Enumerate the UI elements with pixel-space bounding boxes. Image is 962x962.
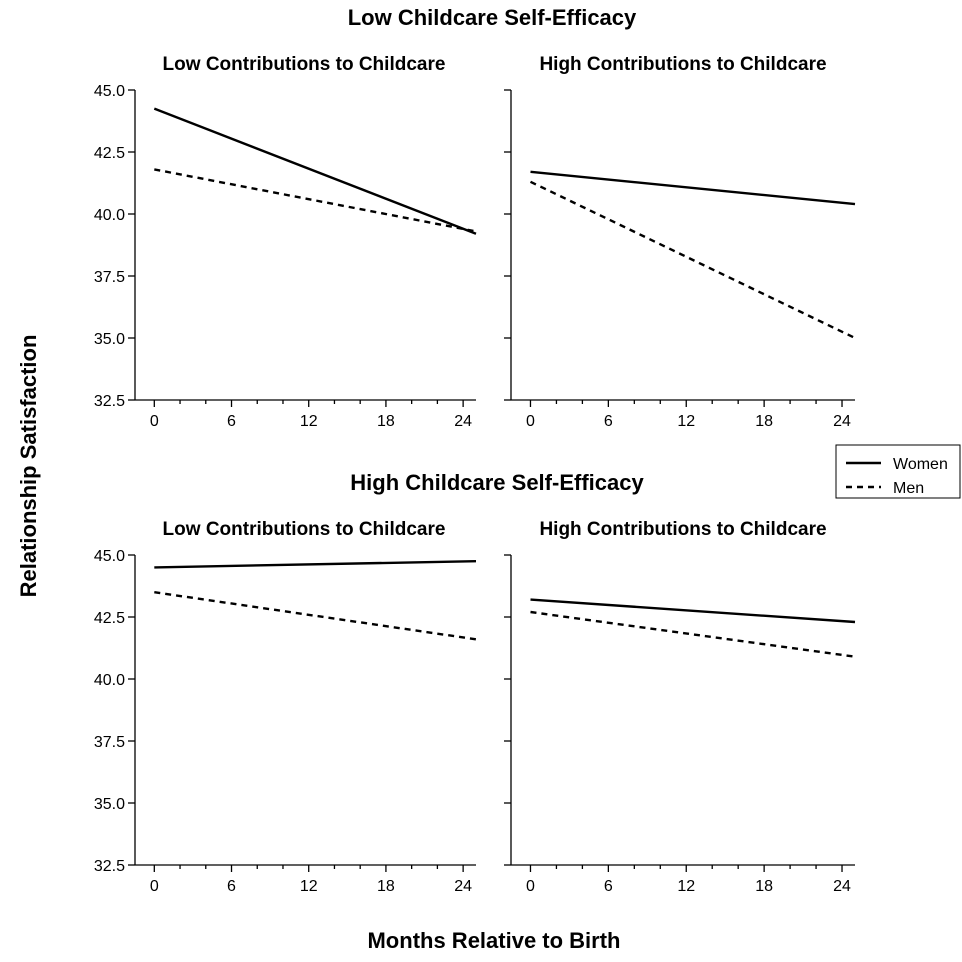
- x-tick-label: 12: [300, 878, 318, 895]
- x-tick-label: 24: [454, 878, 472, 895]
- x-tick-label: 6: [604, 878, 613, 895]
- y-tick-label: 32.5: [94, 393, 125, 410]
- y-tick-label: 35.0: [94, 331, 125, 348]
- panel-top-right: High Contributions to Childcare 0 6 12 18 24: [504, 54, 856, 430]
- series-line-women-top-left: [153, 107, 477, 235]
- x-tick-label: 12: [300, 413, 318, 430]
- x-tick-label: 0: [526, 413, 535, 430]
- row-title-top: Low Childcare Self-Efficacy: [348, 5, 637, 30]
- x-tick-label: 6: [227, 878, 236, 895]
- y-axis-title: Relationship Satisfaction: [16, 335, 41, 598]
- panel-title-top-right: High Contributions to Childcare: [539, 54, 826, 75]
- x-tick-label: 24: [454, 413, 472, 430]
- y-tick-label: 37.5: [94, 734, 125, 751]
- series-line-men-top-right: [529, 180, 856, 340]
- x-tick-label: 6: [604, 413, 613, 430]
- panel-top-left: Low Contributions to Childcare 32.5 35.0 37…: [94, 54, 477, 430]
- legend-label-men: Men: [893, 480, 924, 497]
- series-line-men-top-left: [154, 168, 477, 233]
- panel-bottom-right: High Contributions to Childcare 0 6 12 18 24: [504, 519, 856, 895]
- legend-box: [835, 444, 961, 499]
- x-tick-label: 0: [150, 413, 159, 430]
- y-tick-label: 45.0: [94, 83, 125, 100]
- x-tick-label: 18: [377, 413, 395, 430]
- y-tick-label: 45.0: [94, 548, 125, 565]
- panel-bottom-left: Low Contributions to Childcare 32.5 35.0 37…: [94, 519, 477, 895]
- y-tick-label: 35.0: [94, 796, 125, 813]
- x-tick-label: 12: [677, 413, 695, 430]
- y-tick-label: 37.5: [94, 269, 125, 286]
- row-title-bottom: High Childcare Self-Efficacy: [350, 470, 644, 495]
- y-tick-label: 42.5: [94, 610, 125, 627]
- x-tick-label: 18: [377, 878, 395, 895]
- x-tick-label: 0: [150, 878, 159, 895]
- x-tick-label: 24: [833, 878, 851, 895]
- y-tick-label: 40.0: [94, 207, 125, 224]
- x-tick-label: 0: [526, 878, 535, 895]
- panel-title-bottom-right: High Contributions to Childcare: [539, 519, 826, 540]
- series-line-men-bottom-left: [154, 591, 477, 641]
- series-line-women-top-right: [530, 170, 856, 206]
- y-tick-label: 32.5: [94, 858, 125, 875]
- panel-title-bottom-left: Low Contributions to Childcare: [163, 519, 446, 540]
- legend-label-women: Women: [893, 456, 948, 473]
- x-tick-label: 6: [227, 413, 236, 430]
- y-tick-label: 42.5: [94, 145, 125, 162]
- series-line-women-bottom-right: [530, 598, 856, 624]
- legend: Women Men: [835, 444, 961, 499]
- x-tick-label: 12: [677, 878, 695, 895]
- x-tick-label: 24: [833, 413, 851, 430]
- y-tick-label: 40.0: [94, 672, 125, 689]
- x-tick-label: 18: [755, 878, 773, 895]
- series-line-women-bottom-left: [154, 560, 477, 569]
- panel-title-top-left: Low Contributions to Childcare: [163, 54, 446, 75]
- x-axis-title: Months Relative to Birth: [367, 928, 620, 953]
- x-tick-label: 18: [755, 413, 773, 430]
